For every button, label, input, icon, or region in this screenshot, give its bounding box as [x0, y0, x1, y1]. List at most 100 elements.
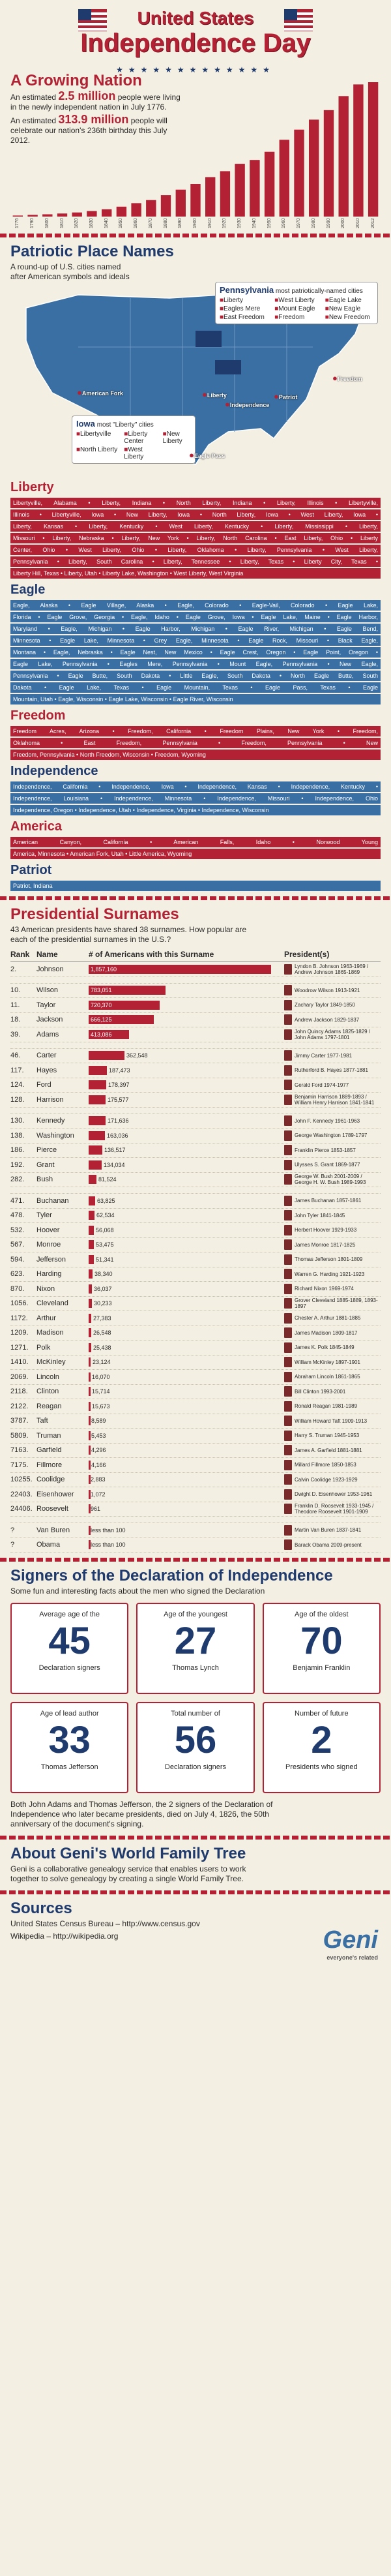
population-bar: [368, 82, 379, 217]
surname-rank: 478.: [10, 1211, 25, 1220]
surname-row: 2118. Clinton 15,714 Bill Clinton 1993-2001: [10, 1385, 381, 1399]
surname-row: 870. Nixon 36,037 Richard Nixon 1969-1974: [10, 1282, 381, 1297]
president-info: Gerald Ford 1974-1977: [284, 1080, 381, 1091]
year-tick-label: 2010: [355, 218, 360, 228]
surname-row: 2122. Reagan 15,673 Ronald Reagan 1981-1989: [10, 1399, 381, 1414]
city-strip: Freedom, Pennsylvania • North Freedom, W…: [10, 750, 381, 760]
source-link[interactable]: United States Census Bureau – http://www…: [10, 1919, 200, 1928]
surname-row: 39. Adams 413,086 John Quincy Adams 1825-18…: [10, 1027, 381, 1042]
surname-count: 666,125: [91, 1016, 112, 1023]
president-portrait-icon: [284, 1065, 292, 1076]
surname-bar: 720,370: [89, 1000, 160, 1010]
group-gap: [10, 1108, 381, 1114]
surname-name: Grant: [36, 1160, 55, 1169]
surname-bar-track: 53,475: [89, 1240, 284, 1250]
surname-rank: ?: [10, 1541, 15, 1549]
surname-count: 36,037: [94, 1285, 112, 1292]
president-info: Zachary Taylor 1849-1850: [284, 999, 381, 1010]
surname-bar: [89, 1065, 107, 1075]
geni-logo: Geni everyone's related: [323, 1926, 378, 1961]
president-portrait-icon: [284, 1445, 292, 1456]
surname-count: 136,517: [104, 1147, 126, 1154]
surname-count: 26,548: [93, 1329, 111, 1337]
sources-section: Sources United States Census Bureau – ht…: [0, 1900, 391, 1965]
president-info: George W. Bush 2001-2009 / George H. W. …: [284, 1174, 381, 1185]
surname-bar: [89, 1080, 106, 1090]
category-title: Liberty: [10, 480, 54, 494]
surname-bar-track: 175,577: [89, 1095, 284, 1104]
surname-rank: 46.: [10, 1052, 21, 1060]
fact-card: Age of the youngest 27 Thomas Lynch: [136, 1603, 255, 1694]
year-tick-label: 1830: [89, 218, 94, 228]
surname-count: less than 100: [91, 1526, 126, 1534]
year-tick-label: 1950: [267, 218, 272, 228]
surname-row: ? Obama less than 100 Barack Obama 2009-pre…: [10, 1538, 381, 1553]
surname-rank: 1056.: [10, 1299, 29, 1308]
population-bar: [116, 206, 127, 217]
fact-number: 27: [174, 1620, 217, 1662]
president-info: Ulysses S. Grant 1869-1877: [284, 1159, 381, 1170]
surname-bar: [89, 1313, 91, 1323]
surname-count: 16,070: [92, 1373, 110, 1380]
city-strip: Independence, Louisiana • Independence, …: [10, 793, 381, 804]
surname-name: Harrison: [36, 1095, 64, 1104]
surname-bar-track: 136,517: [89, 1145, 284, 1155]
surname-rank: 594.: [10, 1255, 25, 1264]
surname-name: Fillmore: [36, 1461, 63, 1469]
category-title: Independence: [10, 764, 98, 778]
surname-row: 7163. Garfield 4,296 James A. Garfield 1881…: [10, 1444, 381, 1458]
surname-row: 1172. Arthur 27,383 Chester A. Arthur 1881-…: [10, 1311, 381, 1326]
president-portrait-icon: [284, 1145, 292, 1156]
surname-count: 175,577: [108, 1096, 129, 1103]
surname-row: 186. Pierce 136,517 Franklin Pierce 1853-18…: [10, 1144, 381, 1158]
surname-bar: [89, 1475, 91, 1485]
president-info: Rutherford B. Hayes 1877-1881: [284, 1065, 381, 1076]
map-pin: Independence: [225, 399, 270, 409]
surname-name: Harding: [36, 1270, 62, 1279]
fact-sub: Declaration signers: [164, 1763, 227, 1771]
signer-fact-cards: Average age of the 45 Declaration signers A…: [0, 1598, 391, 1798]
fact-card: Age of the oldest 70 Benjamin Franklin: [262, 1603, 381, 1694]
president-portrait-icon: [284, 963, 292, 975]
infographic: United States Independence Day ★★★★★★★★★…: [0, 0, 391, 1965]
surname-row: 5809. Truman 5,453 Harry S. Truman 1945-195…: [10, 1429, 381, 1444]
year-tick-label: 1850: [119, 218, 124, 228]
growing-nation-section: A Growing Nation An estimated 2.5 millio…: [0, 72, 391, 228]
surname-rank: 282.: [10, 1175, 25, 1184]
president-portrait-icon: [284, 1357, 292, 1368]
city-strip: Libertyville, Alabama • Liberty, Indiana…: [10, 498, 381, 508]
surname-bar: [89, 1240, 94, 1250]
surname-rank: 10255.: [10, 1476, 33, 1484]
president-portrait-icon: [284, 1401, 292, 1412]
patriotic-places-section: Patriotic Place Names A round-up of U.S.…: [0, 243, 391, 477]
surname-rank: 117.: [10, 1066, 24, 1074]
fact-number: 70: [300, 1620, 343, 1662]
surname-bar: [89, 1525, 91, 1535]
surname-bar: [89, 1160, 102, 1170]
source-link[interactable]: Wikipedia – http://wikipedia.org: [10, 1932, 119, 1941]
population-bar: [309, 119, 319, 217]
president-portrait-icon: [284, 1474, 292, 1485]
year-tick-label: 1890: [178, 218, 183, 228]
fact-number: 33: [48, 1719, 91, 1761]
surname-count: 15,714: [92, 1388, 110, 1395]
president-info: Richard Nixon 1969-1974: [284, 1283, 381, 1294]
city-strip: Maryland • Eagle, Michigan • Eagle Harbo…: [10, 624, 381, 634]
city-strip: Eagle Lake, Pennsylvania • Eagles Mere, …: [10, 659, 381, 669]
surname-bar: [89, 1225, 94, 1235]
places-subtitle: A round-up of U.S. cities named after Am…: [10, 262, 130, 281]
growth-stat-1: An estimated 2.5 million people were liv…: [10, 89, 181, 112]
surname-row: 567. Monroe 53,475 James Monroe 1817-1825: [10, 1238, 381, 1252]
year-tick-label: 1820: [74, 218, 80, 228]
fact-label: Age of lead author: [40, 1710, 99, 1718]
surname-bar: 1,857,160: [89, 964, 271, 974]
year-tick-label: 1790: [30, 218, 35, 228]
fact-number: 2: [311, 1719, 332, 1761]
surname-name: Ford: [36, 1081, 51, 1089]
surname-rank: 2122.: [10, 1402, 29, 1410]
president-info: James Madison 1809-1817: [284, 1327, 381, 1339]
year-tick-label: 1880: [163, 218, 168, 228]
population-bar: [42, 214, 53, 217]
surname-name: Washington: [36, 1131, 74, 1140]
president-info: Barack Obama 2009-present: [284, 1539, 381, 1551]
